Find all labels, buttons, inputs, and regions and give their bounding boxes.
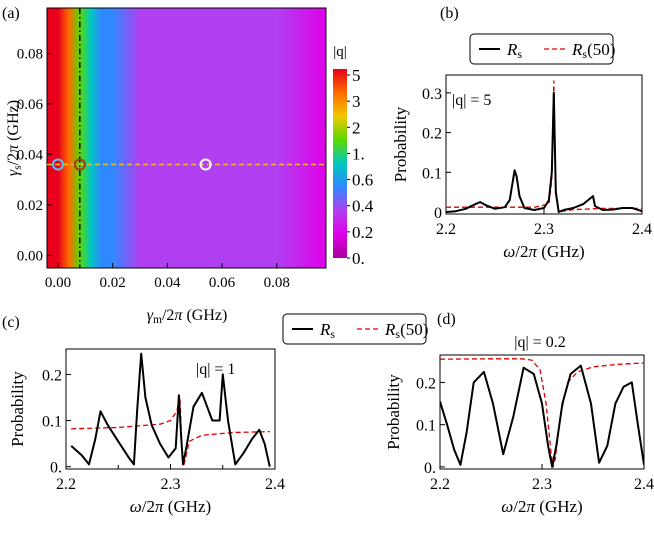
xtick-label-d: 2.4: [634, 476, 654, 493]
marker-circle-3: [199, 158, 212, 171]
colorbar-tick-label: 5: [352, 66, 361, 85]
heatmap-ytick-label: 0.04: [17, 147, 44, 163]
legend-box-c: [282, 313, 427, 345]
heatmap-xtick-label: 0.08: [264, 275, 290, 291]
heatmap-xtick-label: 0.02: [100, 275, 126, 291]
ytick-label-b: 0.1: [422, 165, 442, 182]
legend-label-rs-c: Rs: [319, 320, 335, 341]
legend-label-rs50-c: Rs(50): [384, 320, 428, 341]
colorbar-tick-label: 0.2: [352, 223, 373, 242]
heatmap-xtick-label: 0.04: [154, 275, 181, 291]
colorbar: [333, 69, 347, 258]
heatmap-field: [47, 8, 326, 268]
legend-label-rs50-b: Rs(50): [571, 40, 615, 61]
heatmap-ytick-label: 0.06: [17, 97, 44, 113]
series-line-rs50-b: [446, 80, 642, 213]
heatmap-ylabel: γs/2π (GHz): [5, 100, 24, 176]
heatmap-ytick-label: 0.00: [17, 248, 43, 264]
panel-label-d: (d): [437, 311, 456, 328]
annotation-d: |q| = 0.2: [514, 334, 565, 351]
xlabel-b: ω/2π (GHz): [503, 242, 584, 261]
colorbar-tick-label: 0.: [352, 249, 365, 268]
colorbar-tick-label: 0.4: [352, 197, 374, 216]
xtick-label-b: 2.4: [632, 221, 652, 238]
series-line-rs-c: [70, 352, 271, 467]
marker-circle-2: [73, 158, 86, 171]
xtick-label-c: 2.2: [56, 476, 76, 493]
ytick-label-d: 0.1: [416, 418, 436, 435]
series-line-rs50-c: [71, 396, 270, 466]
annotation-c: |q| = 1: [196, 361, 235, 378]
colorbar-tick-label: 2: [352, 118, 361, 137]
ytick-label-c: 0.: [50, 460, 62, 477]
heatmap-ytick-label: 0.02: [17, 198, 43, 214]
ytick-label-b: 0: [434, 205, 442, 222]
ytick-label-c: 0.1: [42, 414, 62, 431]
heatmap-xtick-label: 0.06: [209, 275, 236, 291]
panel-label-b: (b): [440, 5, 459, 22]
ylabel-d: Probability: [384, 374, 403, 450]
heatmap-xlabel: γm/2π (GHz): [147, 307, 228, 326]
heatmap-ytick-label: 0.08: [17, 46, 43, 62]
marker-circle-1: [51, 158, 64, 171]
colorbar-tick-label: 0.6: [352, 171, 373, 190]
legend-label-rs-b: Rs: [506, 40, 522, 61]
ylabel-c: Probability: [8, 371, 27, 447]
xlabel-d: ω/2π (GHz): [501, 497, 582, 516]
plot-frame-b: [445, 74, 643, 215]
colorbar-title: |q|: [333, 44, 347, 60]
xtick-label-d: 2.3: [532, 476, 552, 493]
plot-frame-d: [439, 354, 645, 470]
series-line-rs-d: [440, 364, 644, 468]
ytick-label-d: 0.: [424, 460, 436, 477]
panel-label-a: (a): [2, 5, 20, 22]
xtick-label-c: 2.3: [161, 476, 181, 493]
colorbar-tick-label: 3: [352, 92, 361, 111]
ylabel-b: Probability: [391, 106, 410, 182]
panel-label-c: (c): [2, 314, 20, 331]
heatmap-xtick-label: 0.00: [45, 275, 71, 291]
plot-frame-c: [65, 348, 276, 470]
xtick-label-d: 2.2: [430, 476, 450, 493]
ytick-label-c: 0.2: [42, 367, 62, 384]
legend-box-b: [469, 33, 614, 65]
xtick-label-c: 2.4: [265, 476, 285, 493]
heatmap-frame: [46, 7, 327, 269]
ytick-label-d: 0.2: [416, 375, 436, 392]
series-line-rs-b: [446, 91, 642, 213]
xtick-label-b: 2.3: [534, 221, 554, 238]
xtick-label-b: 2.2: [436, 221, 456, 238]
annotation-b: |q| = 5: [452, 92, 491, 109]
ytick-label-b: 0.2: [422, 126, 442, 143]
ytick-label-b: 0.3: [422, 86, 442, 103]
colorbar-tick-label: 1.: [352, 144, 365, 163]
xlabel-c: ω/2π (GHz): [130, 497, 211, 516]
